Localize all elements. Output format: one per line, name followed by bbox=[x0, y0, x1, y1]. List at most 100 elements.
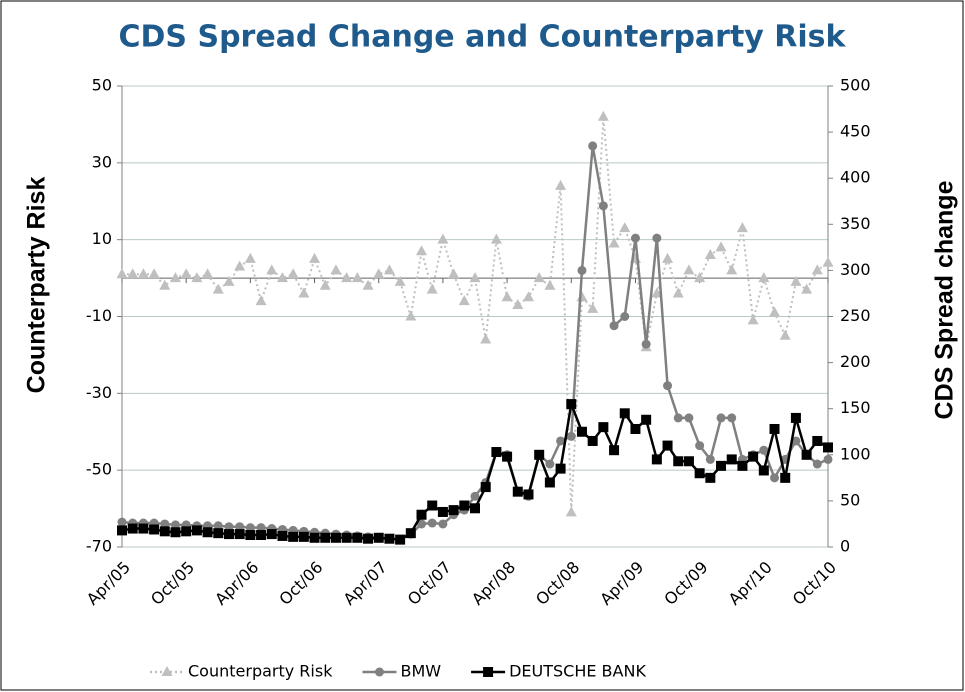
point bbox=[363, 533, 374, 544]
y-axis-label: Counterparty Risk bbox=[23, 177, 51, 394]
point bbox=[470, 503, 480, 514]
point bbox=[630, 423, 641, 434]
point bbox=[555, 179, 567, 190]
point bbox=[694, 272, 706, 283]
point bbox=[181, 526, 192, 537]
point bbox=[235, 522, 245, 532]
point bbox=[534, 449, 545, 460]
chart-title: CDS Spread Change and Counterparty Risk bbox=[119, 20, 847, 55]
point bbox=[759, 445, 769, 455]
y2-tick-label: 100 bbox=[840, 444, 871, 463]
point bbox=[694, 468, 705, 479]
point bbox=[683, 264, 695, 275]
point bbox=[223, 275, 235, 286]
point bbox=[459, 500, 470, 511]
y-tick-label: -70 bbox=[86, 537, 112, 556]
point bbox=[823, 454, 833, 464]
point bbox=[373, 532, 384, 543]
point bbox=[576, 426, 587, 437]
point bbox=[716, 413, 726, 423]
point bbox=[137, 268, 149, 279]
point bbox=[298, 287, 310, 298]
series bbox=[117, 399, 833, 545]
y-tick-label: -30 bbox=[86, 383, 112, 402]
legend-item: Counterparty Risk bbox=[150, 662, 333, 681]
point bbox=[351, 272, 363, 283]
point bbox=[309, 532, 320, 543]
point bbox=[609, 445, 620, 456]
point bbox=[266, 529, 277, 540]
point bbox=[651, 454, 662, 465]
point bbox=[309, 252, 321, 263]
y2-tick-label: 50 bbox=[840, 490, 860, 509]
point bbox=[224, 522, 234, 532]
point bbox=[169, 272, 181, 283]
point bbox=[480, 333, 492, 344]
point bbox=[148, 268, 160, 279]
point bbox=[117, 517, 127, 527]
point bbox=[598, 201, 608, 211]
point bbox=[277, 530, 288, 541]
point bbox=[470, 491, 480, 501]
point bbox=[245, 530, 256, 541]
point bbox=[394, 275, 406, 286]
point bbox=[727, 413, 737, 423]
point bbox=[245, 523, 255, 533]
point bbox=[373, 268, 385, 279]
point bbox=[483, 667, 494, 677]
point bbox=[672, 287, 684, 298]
legend-item: DEUTSCHE BANK bbox=[471, 662, 646, 681]
point bbox=[117, 525, 127, 536]
y-tick-label: -10 bbox=[86, 306, 112, 325]
point bbox=[769, 423, 780, 434]
point bbox=[417, 519, 427, 529]
point bbox=[812, 435, 823, 446]
point bbox=[384, 533, 395, 544]
point bbox=[737, 460, 748, 471]
point bbox=[341, 272, 353, 283]
point bbox=[608, 237, 620, 248]
point bbox=[736, 222, 748, 233]
point bbox=[298, 531, 309, 542]
point bbox=[758, 465, 769, 476]
point bbox=[651, 287, 663, 298]
point bbox=[170, 520, 180, 530]
point bbox=[491, 447, 502, 458]
point bbox=[374, 667, 384, 677]
point bbox=[480, 482, 491, 493]
point bbox=[523, 489, 534, 500]
y2-tick-label: 300 bbox=[840, 260, 871, 279]
point bbox=[159, 526, 170, 537]
point bbox=[127, 523, 138, 534]
y-tick-label: 50 bbox=[92, 76, 112, 95]
point bbox=[769, 306, 781, 317]
point bbox=[160, 519, 170, 529]
point bbox=[652, 233, 662, 243]
point bbox=[276, 272, 288, 283]
point bbox=[437, 506, 448, 517]
point bbox=[438, 519, 448, 529]
legend-item: BMW bbox=[362, 662, 441, 681]
y2-tick-label: 150 bbox=[840, 398, 871, 417]
point bbox=[545, 459, 555, 469]
point bbox=[726, 454, 737, 465]
point bbox=[191, 272, 203, 283]
y2-tick-label: 200 bbox=[840, 352, 871, 371]
point bbox=[555, 463, 566, 474]
point bbox=[138, 523, 149, 534]
point bbox=[149, 524, 160, 535]
point bbox=[288, 531, 299, 542]
point bbox=[565, 506, 577, 517]
point bbox=[641, 339, 651, 349]
point bbox=[223, 529, 234, 540]
point bbox=[416, 509, 427, 520]
point bbox=[330, 532, 341, 543]
point bbox=[705, 472, 716, 483]
point bbox=[619, 222, 631, 233]
point bbox=[801, 283, 813, 294]
point bbox=[620, 312, 630, 321]
point bbox=[566, 399, 577, 410]
point bbox=[191, 525, 202, 536]
point bbox=[662, 252, 674, 263]
